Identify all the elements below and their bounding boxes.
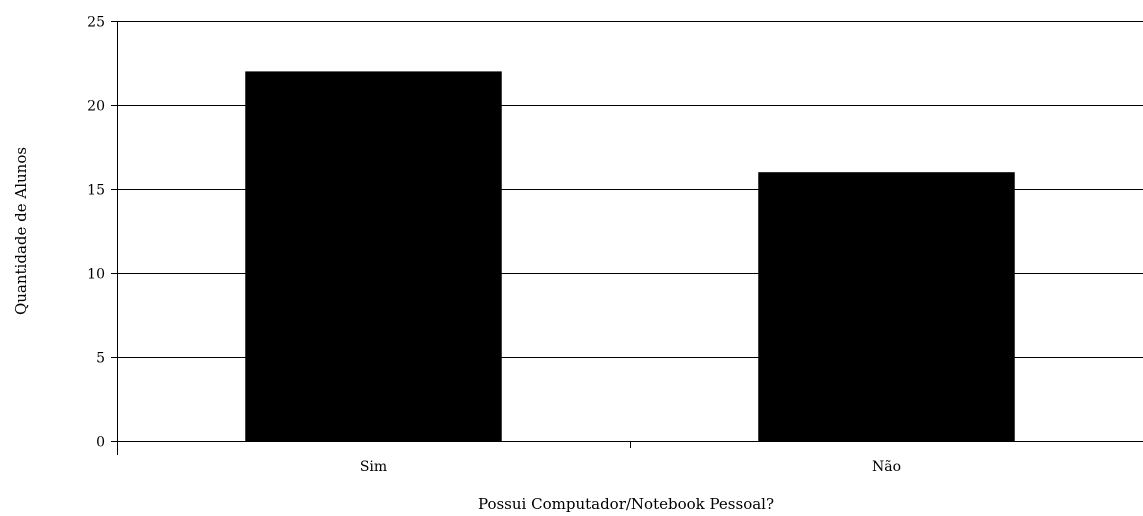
y-axis-title: Quantidade de Alunos (12, 147, 30, 315)
y-tick-label: 5 (96, 351, 105, 367)
y-tick-label: 25 (87, 15, 105, 31)
x-tick-label: Sim (360, 459, 387, 475)
x-axis-title: Possui Computador/Notebook Pessoal? (478, 495, 774, 513)
y-tick-label: 0 (96, 435, 105, 451)
y-tick-label: 10 (87, 267, 105, 283)
y-tick-label: 15 (87, 183, 105, 199)
bars (245, 71, 1015, 442)
y-ticks: 0 5 10 15 20 25 (87, 15, 117, 451)
bar-sim (245, 71, 502, 442)
x-tick-label: Não (872, 459, 901, 475)
x-ticks: Sim Não (117, 441, 901, 475)
bar-nao (758, 172, 1015, 441)
y-tick-label: 20 (87, 99, 105, 115)
